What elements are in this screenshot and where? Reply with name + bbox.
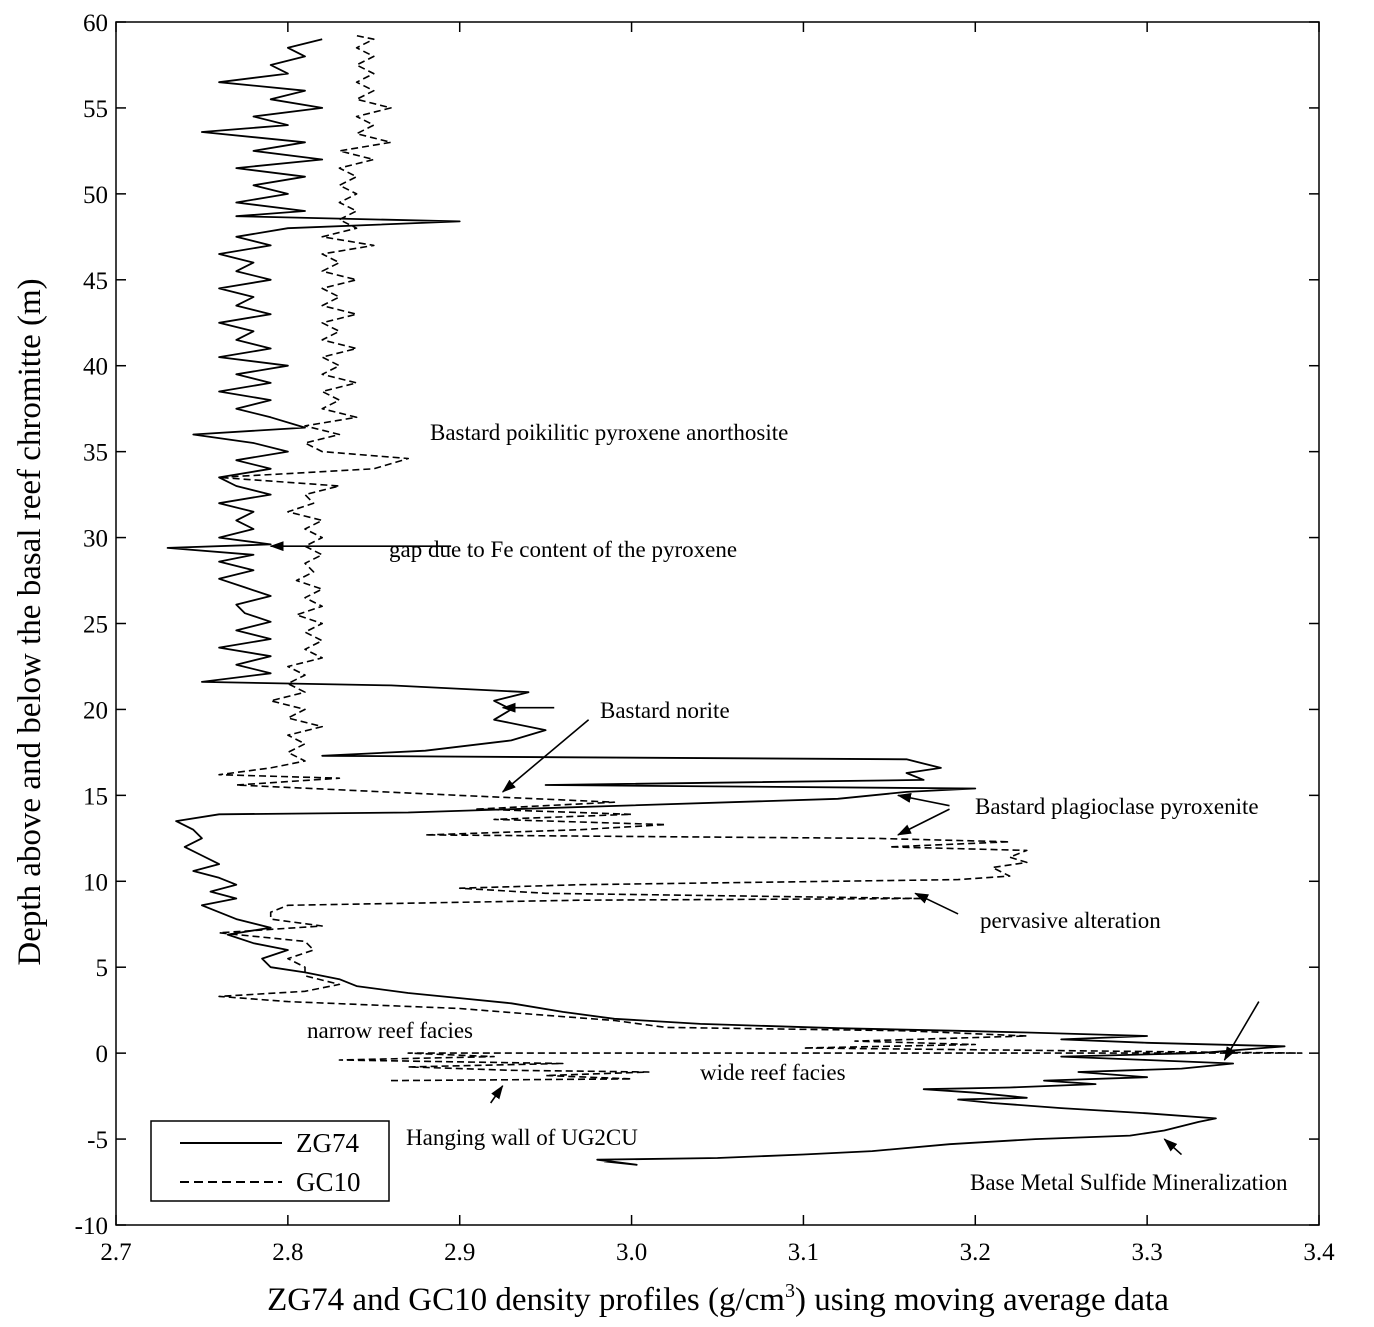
x-tick-label: 3.1 xyxy=(788,1239,819,1266)
x-axis-title-tail: ) using moving average data xyxy=(795,1282,1169,1318)
y-tick-label: 30 xyxy=(83,526,108,553)
y-axis-title: Depth above and below the basal reef chr… xyxy=(12,278,48,965)
y-tick-label: 45 xyxy=(83,268,108,295)
y-tick-label: 20 xyxy=(83,697,108,724)
y-tick-label: 5 xyxy=(96,955,109,982)
annotation-hanging-wall: Hanging wall of UG2CU xyxy=(406,1125,638,1150)
y-tick-label: 60 xyxy=(83,10,108,37)
y-tick-label: 35 xyxy=(83,440,108,467)
annotation-arrow xyxy=(489,1084,504,1104)
x-tick-label: 3.4 xyxy=(1303,1239,1335,1266)
legend: ZG74 GC10 xyxy=(150,1120,390,1202)
annotation-bms-mineralization: Base Metal Sulfide Mineralization xyxy=(970,1170,1288,1195)
y-tick-label: 50 xyxy=(83,182,108,209)
annotation-arrow xyxy=(1163,1138,1183,1156)
annotation-arrow xyxy=(501,719,590,793)
x-axis-title: ZG74 and GC10 density profiles (g/cm3) u… xyxy=(267,1280,1169,1318)
y-tick-label: -5 xyxy=(87,1127,108,1154)
x-tick-label: 2.8 xyxy=(272,1239,303,1266)
x-axis-ticks: 2.7 2.8 2.9 3.0 3.1 3.2 3.3 3.4 xyxy=(100,22,1335,1266)
annotation-arrow xyxy=(914,892,959,915)
series-layer xyxy=(166,34,1303,1166)
x-tick-label: 2.9 xyxy=(444,1239,475,1266)
y-tick-label: 10 xyxy=(83,869,108,896)
series-line-gc10 xyxy=(218,34,1303,1082)
annotation-wide-reef: wide reef facies xyxy=(700,1060,846,1085)
y-tick-label: 25 xyxy=(83,612,108,639)
y-tick-label: 40 xyxy=(83,354,108,381)
annotation-arrows xyxy=(269,541,1260,1156)
x-axis-title-superscript: 3 xyxy=(785,1280,795,1302)
x-tick-label: 3.2 xyxy=(960,1239,991,1266)
x-tick-label: 3.0 xyxy=(616,1239,647,1266)
annotation-arrow xyxy=(896,793,950,807)
plot-frame xyxy=(115,21,1320,1226)
annotation-poikilitic-anorthosite: Bastard poikilitic pyroxene anorthosite xyxy=(430,420,788,445)
x-axis-title-main: ZG74 and GC10 density profiles (g/cm xyxy=(267,1282,785,1318)
y-tick-label: -10 xyxy=(75,1213,108,1240)
annotation-plagioclase-pyroxenite: Bastard plagioclase pyroxenite xyxy=(975,794,1259,819)
legend-box xyxy=(150,1120,390,1202)
annotation-fe-gap: gap due to Fe content of the pyroxene xyxy=(389,537,737,562)
x-tick-label: 3.3 xyxy=(1132,1239,1163,1266)
annotation-bastard-norite: Bastard norite xyxy=(600,698,730,723)
annotation-arrow xyxy=(897,808,950,836)
annotation-narrow-reef: narrow reef facies xyxy=(307,1018,473,1043)
annotation-pervasive-alteration: pervasive alteration xyxy=(980,908,1161,933)
annotation-arrow xyxy=(1223,1001,1260,1061)
legend-label-zg74: ZG74 xyxy=(296,1128,359,1158)
series-line-zg74 xyxy=(166,38,1286,1166)
legend-label-gc10: GC10 xyxy=(296,1167,361,1197)
y-tick-label: 0 xyxy=(96,1041,109,1068)
y-tick-label: 55 xyxy=(83,96,108,123)
y-tick-label: 15 xyxy=(83,783,108,810)
x-tick-label: 2.7 xyxy=(100,1239,131,1266)
